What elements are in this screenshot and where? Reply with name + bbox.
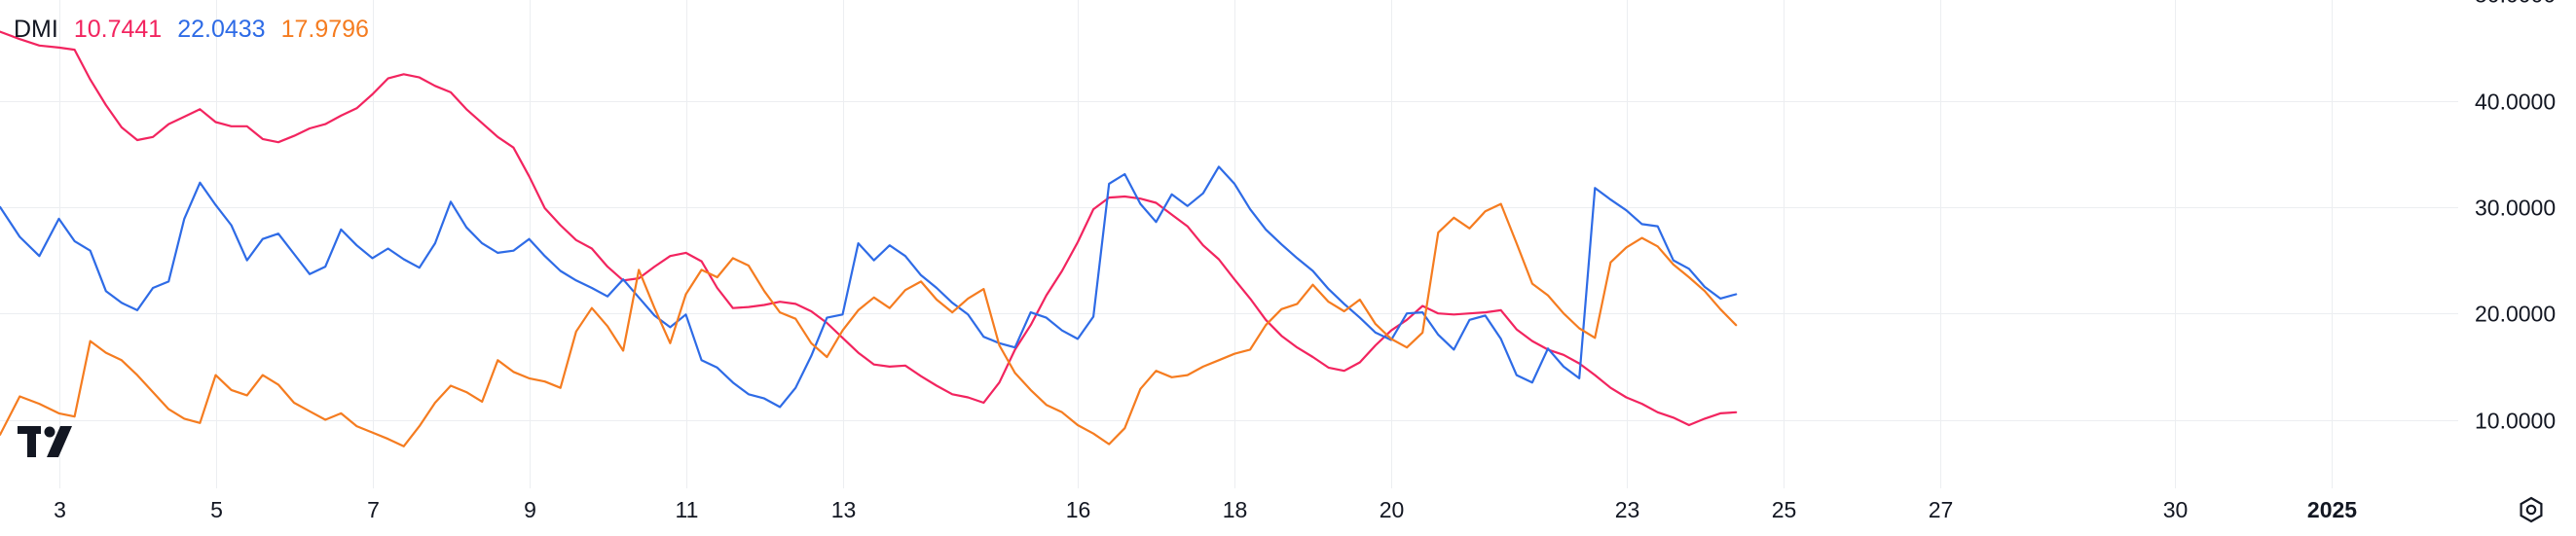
x-tick-label: 30	[2163, 497, 2189, 522]
x-tick-label: 5	[210, 497, 223, 522]
plus-di-value: 22.0433	[177, 16, 266, 43]
y-tick-label: 10.0000	[2475, 409, 2556, 434]
y-tick-label: 50.0000	[2475, 0, 2556, 8]
x-tick-label: 16	[1066, 497, 1091, 522]
series-lines	[0, 30, 1738, 447]
x-tick-label: 3	[54, 497, 66, 522]
y-tick-label: 20.0000	[2475, 302, 2556, 327]
x-tick-label: 11	[676, 497, 699, 522]
x-tick-label: 9	[524, 497, 536, 522]
x-tick-label: 25	[1772, 497, 1797, 522]
x-tick-label: 18	[1223, 497, 1248, 522]
adx-line	[0, 30, 1738, 427]
time-scale[interactable]: 3 5 7 9 11 13 16 18 20 23 25 27 30 2025	[54, 497, 2357, 522]
tradingview-logo-icon[interactable]	[18, 422, 80, 461]
adx-value: 10.7441	[73, 16, 163, 43]
minus-di-line	[0, 202, 1738, 447]
x-tick-label: 2025	[2307, 497, 2357, 522]
minus-di-value: 17.9796	[280, 16, 369, 43]
indicator-name[interactable]: DMI	[14, 16, 58, 43]
indicator-legend[interactable]: DMI 10.7441 22.0433 17.9796	[14, 16, 369, 44]
y-tick-label: 40.0000	[2475, 89, 2556, 115]
x-tick-label: 23	[1615, 497, 1640, 522]
x-tick-label: 7	[367, 497, 380, 522]
price-scale[interactable]: 50.0000 40.0000 30.0000 20.0000 10.0000	[2475, 0, 2556, 434]
x-tick-label: 13	[831, 497, 857, 522]
plus-di-line	[0, 165, 1738, 409]
y-tick-label: 30.0000	[2475, 196, 2556, 221]
settings-gear-icon[interactable]	[2517, 495, 2546, 524]
x-tick-label: 20	[1380, 497, 1405, 522]
x-tick-label: 27	[1929, 497, 1954, 522]
grid-lines	[0, 0, 2458, 488]
